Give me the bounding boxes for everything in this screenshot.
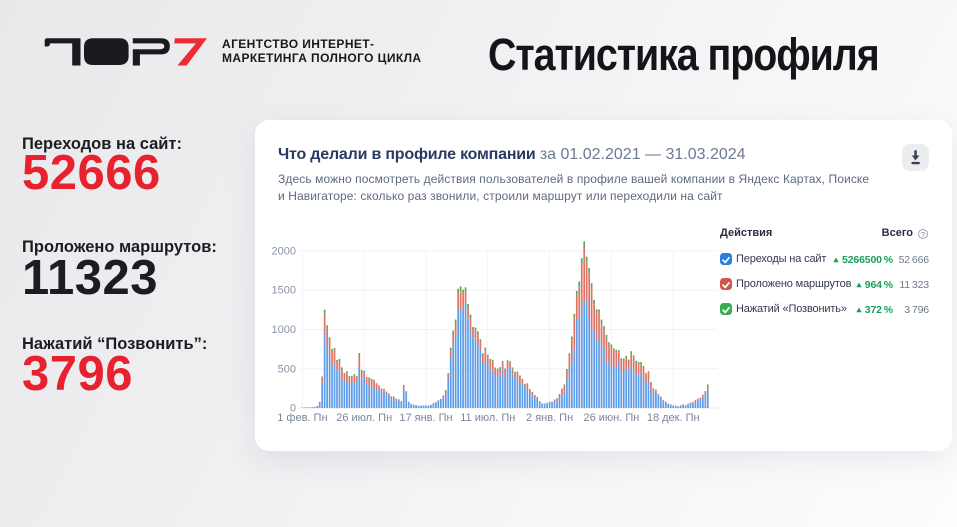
svg-text:2000: 2000 [272,245,296,257]
svg-text:0: 0 [290,403,296,415]
svg-text:1500: 1500 [272,285,296,297]
svg-text:18 дек. Пн: 18 дек. Пн [647,412,700,424]
svg-text:1000: 1000 [272,324,296,336]
svg-text:2 янв. Пн: 2 янв. Пн [526,412,573,424]
svg-text:26 июл. Пн: 26 июл. Пн [336,412,392,424]
svg-text:11 июл. Пн: 11 июл. Пн [460,412,515,424]
svg-text:500: 500 [278,363,296,375]
svg-text:17 янв. Пн: 17 янв. Пн [399,412,452,424]
svg-text:26 июн. Пн: 26 июн. Пн [583,412,639,424]
svg-text:1 фев. Пн: 1 фев. Пн [277,412,327,424]
